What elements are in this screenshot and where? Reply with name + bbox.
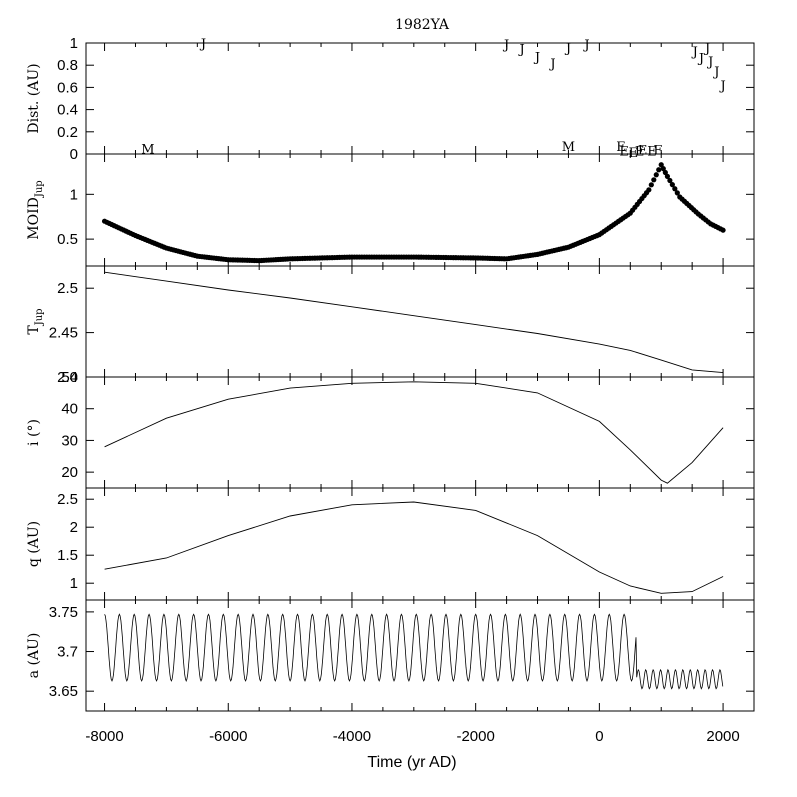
encounter-label-J: J [502,38,509,53]
y-tick-label: 3.75 [49,604,78,621]
panel-frame [85,376,755,489]
y-tick-label: 1 [70,186,78,203]
y-axis-label-main: T [26,325,42,335]
encounter-label-E: E [616,140,626,155]
panel-frame [85,487,755,601]
y-tick-label: 1 [70,35,78,52]
moid-point [656,167,662,173]
panel-frame [85,599,755,712]
encounter-label-E: E [635,145,645,160]
y-tick-label: 2.5 [57,280,78,297]
encounter-label-J: J [199,37,206,52]
y-tick-label: 1.5 [57,547,78,564]
y-tick-label: 2.4 [57,369,78,386]
moid-point [672,186,678,192]
encounter-label-M: M [141,142,154,157]
series-line-q [104,501,724,594]
encounter-label-J: J [533,50,540,65]
y-tick-label: 1 [70,575,78,592]
y-axis-label-sub: Jup [34,308,45,326]
moid-point [653,172,659,178]
y-tick-label: 40 [61,401,78,418]
moid-point [660,166,666,172]
encounter-label-J: J [691,45,698,60]
y-tick-label: 0.4 [57,102,78,119]
series-line-tjup [104,271,724,374]
x-tick-label: -8000 [85,728,123,745]
y-axis-label-main: q (AU) [26,521,42,567]
encounter-label-J: J [548,57,555,72]
y-axis-label-sub: Jup [34,180,45,198]
panel-frame [85,42,755,155]
y-axis-label: q (AU) [26,521,42,567]
y-axis-label-main: a (AU) [26,633,42,679]
panel-a: 3.65 3.7 3.75 a (AU) [26,599,755,712]
y-tick-label: 0 [70,146,78,163]
y-axis-label: TJup [26,308,45,334]
x-tick-label: 0 [595,728,603,745]
encounter-label-J: J [703,41,710,56]
panel-frame [85,265,755,378]
y-tick-label: 20 [61,464,78,481]
x-tick-label: 2000 [706,728,739,745]
x-tick-label: -4000 [333,728,371,745]
y-tick-label: 0.6 [57,79,78,96]
y-tick-label: 50 [61,369,78,386]
moid-point [664,173,671,179]
encounter-label-J: J [706,55,713,70]
encounter-label-E: E [653,144,663,159]
moid-point [674,190,680,196]
encounter-label-E: E [638,144,648,159]
moid-point [720,227,726,233]
y-axis-label-main: i (°) [26,419,42,446]
moid-point [651,177,657,183]
y-tick-label: 2 [70,519,78,536]
panel-frame [85,153,755,267]
y-axis-label: a (AU) [26,633,42,679]
encounter-label-J: J [712,65,719,80]
y-axis-label-main: MOID [26,197,42,240]
encounter-label-J: J [718,79,725,94]
chart-title: 1982YA [395,17,450,33]
moid-point [669,182,675,188]
y-tick-label: 2.5 [57,491,78,508]
y-tick-label: 2.45 [49,325,78,342]
encounter-label-E: E [619,145,629,160]
series-line-a [104,613,724,690]
panel-tjup: 2.4 2.45 2.5 TJup [26,265,755,386]
y-axis-label: i (°) [26,419,42,446]
y-axis-label: Dist. (AU) [26,63,42,133]
encounter-label-J: J [517,43,524,58]
encounter-label-E: E [629,146,639,161]
y-tick-label: 0.5 [57,231,78,248]
y-tick-label: 0.8 [57,57,78,74]
encounter-label-J: J [582,38,589,53]
encounter-label-M: M [562,140,575,155]
series-line-incl [104,381,724,484]
moid-point [658,162,664,168]
moid-point [662,169,668,176]
moid-point [646,187,652,193]
moid-point [648,182,654,188]
panel-moid: 0.5 1 MOIDJup [26,153,755,267]
y-tick-label: 0.2 [57,124,78,141]
encounter-label-J: J [697,51,704,66]
panel-incl: 20 30 40 50 i (°) [26,369,755,489]
y-tick-label: 3.7 [57,644,78,661]
encounter-label-J: J [564,41,571,56]
y-tick-label: 3.65 [49,683,78,700]
x-axis-label: Time (yr AD) [367,754,456,771]
panel-q: 1 1.5 2 2.5 q (AU) [26,487,755,601]
y-tick-label: 30 [61,432,78,449]
y-axis-label-main: Dist. (AU) [26,63,42,133]
y-axis-label: MOIDJup [26,180,45,239]
encounter-label-E: E [647,145,657,160]
x-tick-label: -6000 [209,728,247,745]
x-tick-label: -2000 [456,728,494,745]
moid-point [667,177,673,184]
